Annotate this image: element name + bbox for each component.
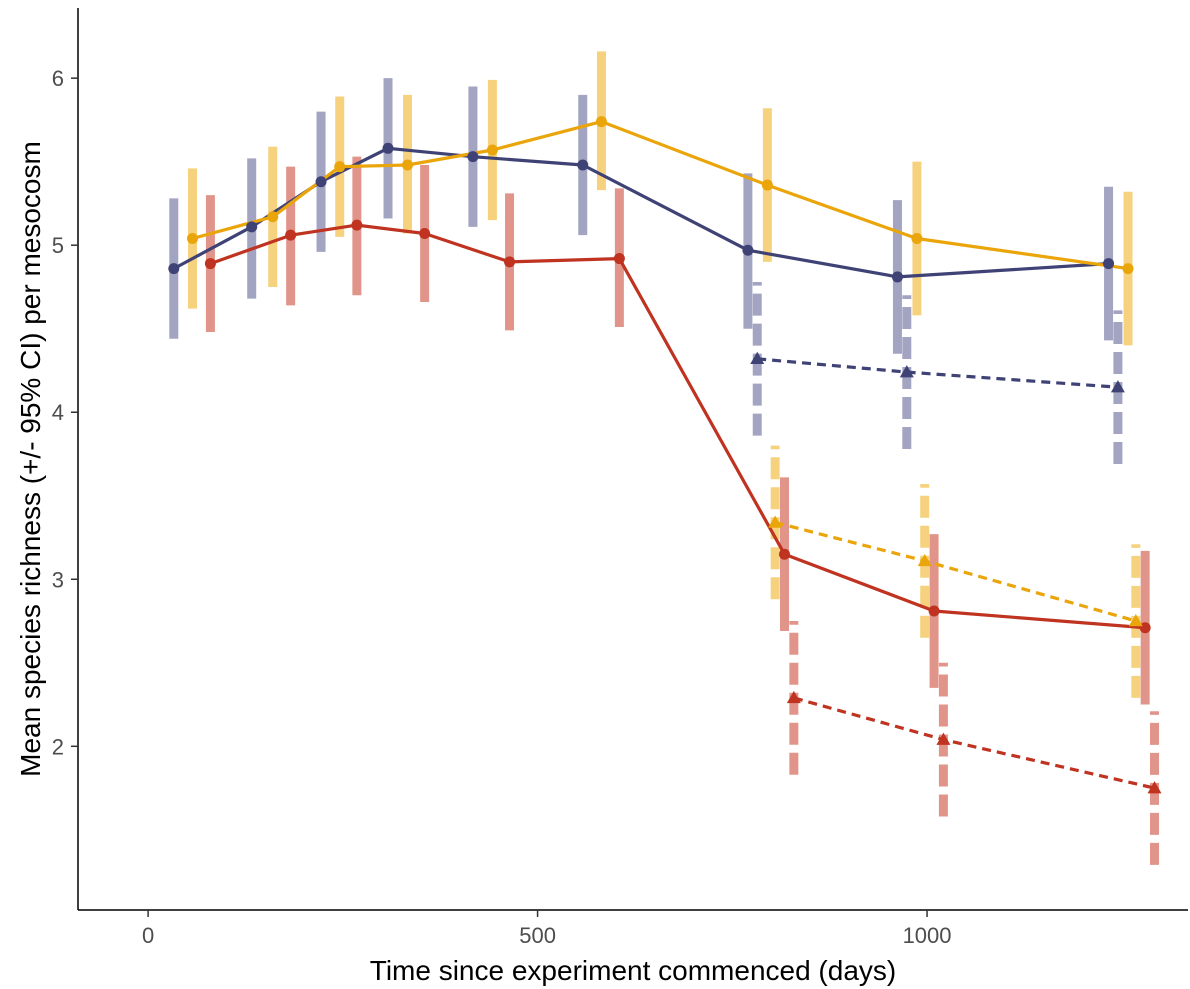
data-point — [936, 732, 951, 745]
data-point — [187, 233, 199, 245]
data-point — [779, 548, 791, 560]
data-point — [204, 258, 216, 270]
y-tick-label: 4 — [52, 400, 64, 425]
x-tick-label: 1000 — [903, 923, 952, 948]
data-point — [1139, 622, 1151, 634]
data-point — [595, 116, 607, 128]
data-point — [382, 142, 394, 154]
data-point — [891, 271, 903, 283]
y-tick-label: 2 — [52, 734, 64, 759]
data-point — [334, 161, 346, 173]
data-point — [928, 605, 940, 617]
y-axis-title: Mean species richness (+/- 95% CI) per m… — [15, 141, 46, 777]
plot-area — [168, 51, 1162, 865]
series-points — [168, 116, 1162, 794]
data-point — [267, 211, 279, 223]
data-point — [168, 263, 180, 275]
y-tick-label: 3 — [52, 567, 64, 592]
data-point — [577, 159, 589, 171]
data-point — [504, 256, 516, 268]
data-point — [246, 221, 258, 233]
data-point — [911, 233, 923, 245]
data-point — [351, 219, 363, 231]
data-point — [1122, 263, 1134, 275]
y-tick-label: 6 — [52, 66, 64, 91]
x-tick-label: 0 — [142, 923, 154, 948]
data-point — [761, 179, 773, 191]
x-axis-ticks: 0 500 1000 — [142, 910, 952, 948]
data-point — [419, 228, 431, 239]
y-tick-label: 5 — [52, 233, 64, 258]
y-axis-ticks: 2 3 4 5 6 — [52, 66, 78, 759]
data-point — [768, 515, 783, 528]
data-point — [750, 351, 765, 365]
data-point — [1147, 781, 1162, 794]
data-point — [742, 244, 754, 256]
data-point — [285, 229, 297, 241]
data-point — [315, 176, 327, 188]
data-point — [917, 553, 932, 567]
x-tick-label: 500 — [519, 923, 556, 948]
data-point — [401, 159, 413, 171]
axes: 0 500 1000 2 3 4 5 6 Time since experiment com… — [15, 8, 1188, 986]
data-point — [467, 151, 479, 163]
data-point — [1128, 614, 1143, 627]
data-point — [786, 690, 801, 704]
data-point — [486, 144, 498, 156]
data-point — [899, 365, 914, 378]
data-point — [1103, 258, 1115, 270]
data-point — [613, 253, 625, 265]
data-point — [1110, 380, 1125, 393]
x-axis-title: Time since experiment commenced (days) — [370, 955, 896, 986]
